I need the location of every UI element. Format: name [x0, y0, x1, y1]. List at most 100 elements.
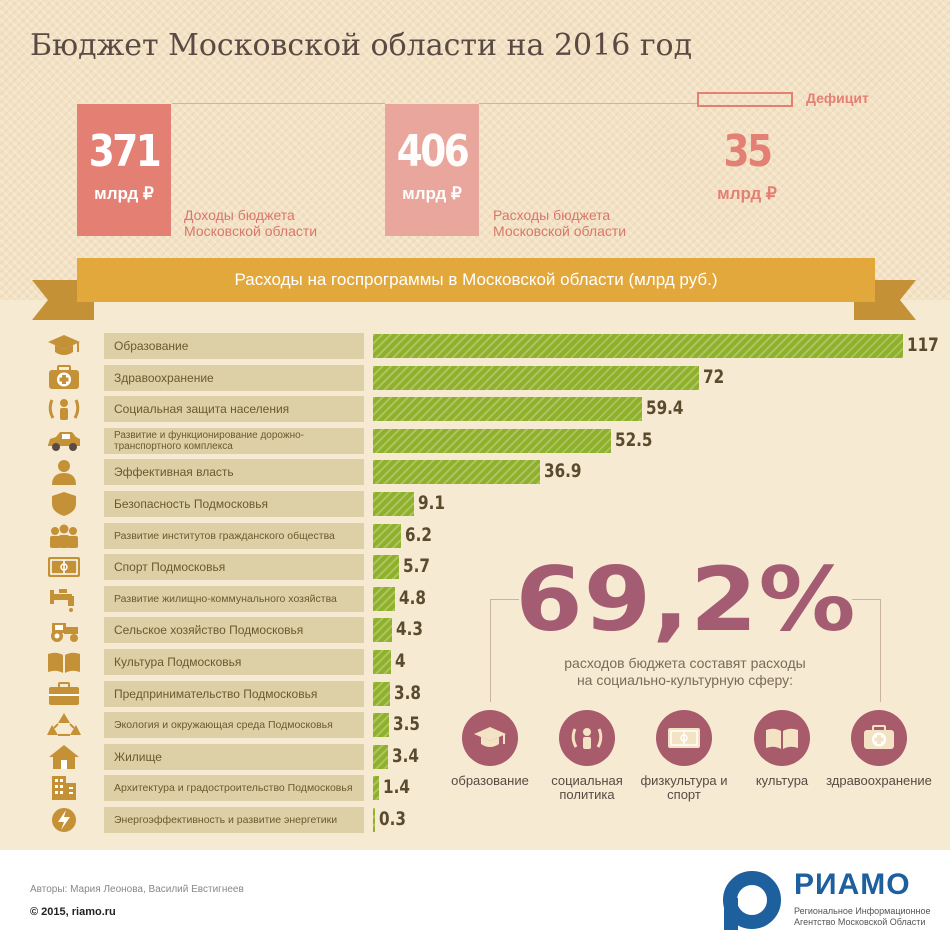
page-title: Бюджет Московской области на 2016 год — [30, 28, 693, 63]
bar-value-label: 52.5 — [614, 429, 653, 451]
footer — [0, 850, 950, 950]
book-icon — [754, 710, 810, 766]
logo-name: РИАМО — [794, 868, 911, 901]
bar-value-label: 117 — [907, 334, 939, 356]
bar-label: Здравоохранение — [104, 365, 364, 391]
sphere-label: социальная политика — [551, 773, 623, 802]
deficit-marker — [697, 92, 793, 107]
deficit-label: Дефицит — [806, 90, 869, 106]
faucet-icon — [44, 585, 84, 613]
bar — [373, 587, 395, 611]
expense-desc-line2: Московской области — [493, 223, 627, 239]
bar-value-label: 1.4 — [383, 776, 411, 798]
bar-value-label: 5.7 — [402, 555, 430, 577]
bar-value-label: 4.3 — [396, 618, 424, 640]
sphere-label: культура — [755, 773, 809, 788]
bar-value-label: 36.9 — [544, 460, 582, 482]
stadium-icon — [44, 553, 84, 581]
person-icon — [44, 458, 84, 486]
family-icon — [44, 395, 84, 423]
bar-value-label: 72 — [703, 366, 725, 388]
bar-value-label: 0.3 — [379, 808, 406, 830]
shield-icon — [44, 490, 84, 518]
bar — [373, 555, 399, 579]
bracket-left — [490, 599, 519, 702]
bar-label: Развитие институтов гражданского обществ… — [104, 523, 364, 549]
bar-label: Образование — [104, 333, 364, 359]
bar — [373, 524, 402, 548]
recycle-icon — [44, 711, 84, 739]
bar-value-label: 9.1 — [418, 492, 446, 514]
authors: Авторы: Мария Леонова, Василий Евстигнее… — [30, 884, 244, 895]
expense-unit: млрд ₽ — [402, 184, 462, 203]
bar — [373, 429, 611, 453]
bar-label: Жилище — [104, 744, 364, 770]
family-icon — [559, 710, 615, 766]
expense-desc-line1: Расходы бюджета — [493, 207, 611, 223]
medical-kit-icon — [851, 710, 907, 766]
house-icon — [44, 743, 84, 771]
bar-value-label: 3.8 — [394, 682, 422, 704]
riamo-logo-icon — [723, 871, 781, 930]
energy-icon — [44, 806, 84, 834]
bar-value-label: 59.4 — [646, 397, 684, 419]
bar — [373, 682, 391, 706]
tractor-icon — [44, 616, 84, 644]
bar — [373, 618, 393, 642]
sphere-label: физкультура и спорт — [640, 773, 728, 802]
copyright: © 2015, riamo.ru — [30, 906, 116, 918]
deficit-value: 35 — [723, 126, 773, 177]
graduation-cap-icon — [462, 710, 518, 766]
bar-label: Развитие и функционирование дорожно-тран… — [104, 428, 364, 454]
highlight-percent: 69,2% — [515, 548, 857, 651]
income-desc-line1: Доходы бюджета — [184, 207, 295, 223]
building-icon — [44, 774, 84, 802]
bar — [373, 745, 389, 769]
bar — [373, 713, 389, 737]
car-icon — [44, 427, 84, 455]
bar-label: Предпринимательство Подмосковья — [104, 681, 364, 707]
graduation-cap-icon — [44, 332, 84, 360]
income-value: 371 — [88, 126, 162, 177]
bar-label: Энергоэффективность и развитие энергетик… — [104, 807, 364, 833]
income-box: 371 млрд ₽ — [77, 104, 171, 236]
bracket-right — [852, 599, 881, 702]
bar-label: Эффективная власть — [104, 459, 364, 485]
chart-banner: Расходы на госпрограммы в Московской обл… — [77, 258, 875, 302]
expense-box: 406 млрд ₽ — [385, 104, 479, 236]
expense-description: Расходы бюджета Московской области — [493, 207, 626, 239]
briefcase-icon — [44, 680, 84, 708]
bar — [373, 334, 903, 358]
divider-line — [172, 103, 385, 104]
stadium-icon — [656, 710, 712, 766]
bar-label: Спорт Подмосковья — [104, 554, 364, 580]
bar — [373, 397, 643, 421]
income-desc-line2: Московской области — [184, 223, 318, 239]
sphere-label: образование — [451, 773, 529, 788]
bar-value-label: 3.4 — [392, 745, 420, 767]
bar — [373, 776, 380, 800]
bar-label: Социальная защита населения — [104, 396, 364, 422]
expense-value: 406 — [396, 126, 470, 177]
bar — [373, 808, 375, 832]
bar — [373, 460, 541, 484]
deficit-unit: млрд ₽ — [717, 184, 777, 203]
bar-label: Безопасность Подмосковья — [104, 491, 364, 517]
logo-subtitle: Региональное Информационное Агентство Мо… — [794, 906, 931, 927]
income-description: Доходы бюджета Московской области — [184, 207, 317, 239]
bar-label: Развитие жилищно-коммунального хозяйства — [104, 586, 364, 612]
divider-line — [479, 103, 697, 104]
medical-kit-icon — [44, 364, 84, 392]
book-icon — [44, 648, 84, 676]
bar-value-label: 3.5 — [392, 713, 420, 735]
income-unit: млрд ₽ — [94, 184, 154, 203]
bar — [373, 492, 415, 516]
bar-label: Сельское хозяйство Подмосковья — [104, 617, 364, 643]
bar-value-label: 6.2 — [405, 524, 433, 546]
bar-label: Экология и окружающая среда Подмосковья — [104, 712, 364, 738]
highlight-desc-line2: на социально-культурную сферу: — [576, 672, 794, 688]
bar-value-label: 4 — [395, 650, 406, 672]
bar-label: Культура Подмосковья — [104, 649, 364, 675]
sphere-label: здравоохранение — [826, 773, 932, 788]
highlight-description: расходов бюджета составят расходы на соц… — [540, 655, 830, 689]
